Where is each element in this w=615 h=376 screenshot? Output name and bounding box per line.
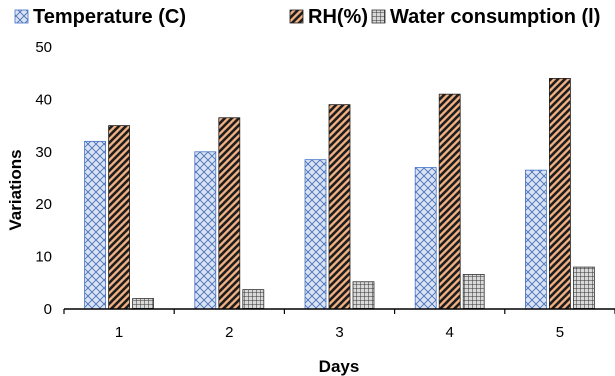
x-tick-label: 2 — [225, 324, 233, 341]
x-tick-label: 4 — [446, 324, 454, 341]
legend-rh-label: RH(%) — [308, 6, 368, 28]
y-tick-label: 0 — [44, 301, 52, 318]
legend-temperature-swatch — [14, 9, 29, 24]
bars — [84, 78, 595, 310]
bar-temperature — [414, 167, 437, 310]
x-axis-title: Days — [319, 357, 360, 376]
y-tick-label: 30 — [35, 144, 52, 161]
bar-rh — [218, 117, 241, 310]
bar-water-consumption — [462, 274, 485, 310]
bar-temperature — [194, 151, 217, 310]
legend-temperature-label: Temperature (C) — [33, 6, 186, 28]
legend-water-consumption-swatch — [371, 9, 386, 24]
y-tick-label: 20 — [35, 196, 52, 213]
x-axis: 1 2 3 4 5 — [63, 308, 615, 341]
bar-water-consumption — [132, 298, 155, 310]
bar-temperature — [304, 159, 327, 310]
y-tick-label: 40 — [35, 91, 52, 108]
legend-water-consumption-label: Water consumption (l) — [390, 6, 600, 28]
legend: Temperature (C) RH(%) Water consumption (l… — [14, 6, 600, 28]
bar-rh — [438, 93, 461, 310]
x-tick-label: 5 — [556, 324, 564, 341]
bar-rh — [549, 78, 571, 310]
y-axis: 0 10 20 30 40 50 — [35, 39, 52, 318]
legend-rh-swatch — [289, 9, 304, 24]
bar-rh — [108, 125, 130, 310]
bar-temperature — [84, 140, 106, 310]
bar-water-consumption — [242, 289, 265, 310]
bar-rh — [328, 104, 351, 310]
x-tick-label: 1 — [115, 324, 123, 341]
x-tick-label: 3 — [335, 324, 343, 341]
bar-temperature — [525, 169, 547, 310]
bar-water-consumption — [352, 281, 375, 310]
y-tick-label: 10 — [35, 249, 52, 266]
bar-water-consumption — [573, 266, 595, 310]
y-axis-title: Variations — [6, 149, 25, 230]
y-tick-label: 50 — [35, 39, 52, 56]
